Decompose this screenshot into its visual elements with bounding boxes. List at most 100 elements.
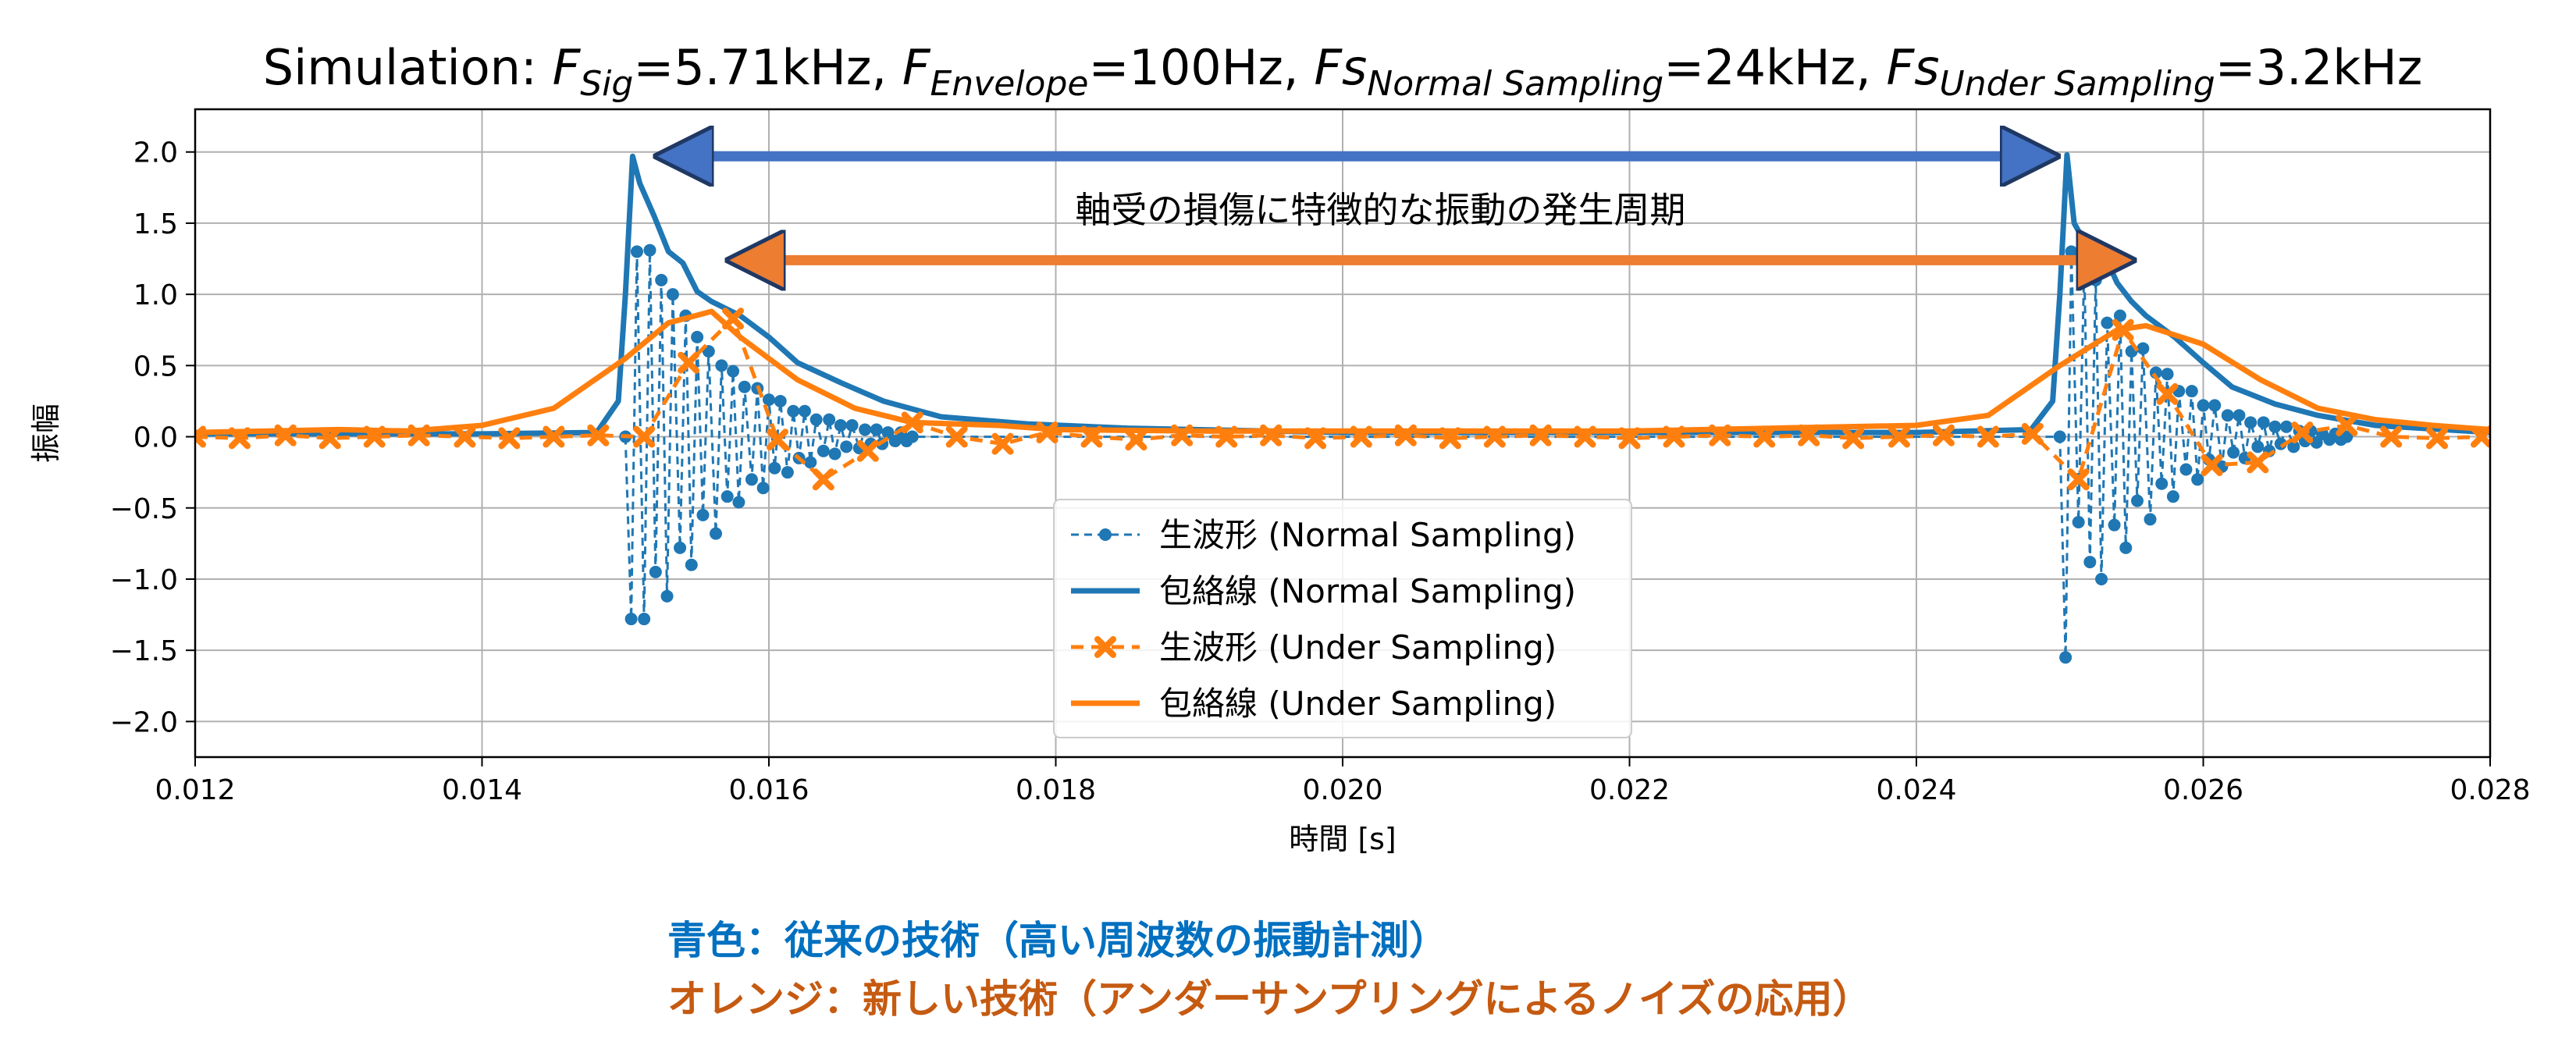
series-0-point-17 — [720, 490, 734, 503]
series-2-point-46 — [2247, 451, 2269, 474]
series-0-point-81 — [2244, 416, 2258, 429]
series-2-point-37 — [1842, 427, 1865, 450]
series-0-point-59 — [2113, 309, 2126, 322]
series-2-point-14 — [812, 468, 834, 491]
series-0-point-48 — [906, 430, 919, 443]
series-line-3 — [195, 308, 2490, 436]
series-0-point-8 — [666, 288, 679, 301]
series-0-point-18 — [727, 364, 740, 378]
series-0-point-36 — [834, 418, 847, 432]
series-0-point-4 — [643, 244, 656, 257]
x-tick-label-1: 0.014 — [442, 774, 522, 806]
series-0-point-49 — [2053, 430, 2066, 443]
series-0-point-27 — [781, 466, 794, 479]
caption-blue: 青色：従来の技術（高い周波数の振動計測） — [667, 918, 1448, 963]
series-0-point-32 — [809, 413, 823, 426]
series-0-point-25 — [768, 461, 781, 475]
series-2-point-47 — [2291, 421, 2314, 444]
series-0-point-64 — [2144, 513, 2157, 526]
series-0-point-54 — [2083, 556, 2097, 569]
title-part-6: =100Hz, — [1088, 39, 1314, 96]
legend-label-0: 生波形 (Normal Sampling) — [1159, 516, 1576, 554]
series-0-point-66 — [2155, 477, 2169, 490]
chart-title: Simulation: FSig=5.71kHz, FEnvelope=100H… — [263, 39, 2423, 104]
title-part-5: Envelope — [930, 64, 1089, 104]
caption-orange: オレンジ：新しい技術（アンダーサンプリングによるノイズの応用） — [667, 976, 1872, 1022]
series-2-point-13 — [767, 428, 789, 451]
x-tick-label-0: 0.012 — [155, 774, 235, 806]
x-tick-label-5: 0.022 — [1589, 774, 1670, 806]
series-0-point-97 — [2340, 430, 2354, 443]
series-0-point-68 — [2166, 490, 2179, 503]
chart-svg: 0.012 0.014 0.016 0.018 0.020 0.022 0.024 0.026… — [29, 39, 2531, 856]
series-0-point-79 — [2233, 409, 2246, 422]
series-0-point-24 — [763, 393, 775, 407]
series-2-point-18 — [991, 432, 1014, 455]
x-tick-label-4: 0.020 — [1302, 774, 1382, 806]
series-2-point-8 — [543, 425, 565, 448]
title-part-12: =3.2kHz — [2215, 39, 2423, 96]
series-0-point-6 — [655, 273, 668, 286]
series-0-point-38 — [845, 418, 859, 432]
series-0-point-11 — [685, 558, 698, 571]
y-tick-label-7: 1.5 — [133, 208, 178, 240]
series-0-point-1 — [624, 613, 638, 626]
series-0-point-57 — [2101, 316, 2114, 329]
series-0-point-73 — [2197, 399, 2210, 412]
series-2-point-21 — [1125, 428, 1147, 451]
series-2-point-44 — [2156, 382, 2179, 405]
series-0-point-82 — [2251, 440, 2265, 453]
title-part-9: =24kHz, — [1663, 39, 1886, 96]
y-tick-label-6: 1.0 — [133, 279, 178, 311]
series-2-point-40 — [1976, 425, 1999, 448]
series-2-point-45 — [2201, 454, 2223, 477]
title-part-8: Normal Sampling — [1367, 64, 1663, 104]
series-line-2 — [195, 315, 2482, 484]
title-part-10: Fs — [1887, 39, 1940, 96]
series-0-point-23 — [756, 482, 770, 495]
series-0-point-3 — [638, 613, 651, 626]
series-0-point-67 — [2161, 368, 2174, 381]
period-annotation-label: 軸受の損傷に特徴的な振動の発生周期 — [1075, 189, 1685, 231]
legend-marker-0 — [1099, 528, 1112, 541]
series-0-point-34 — [823, 413, 836, 426]
series-0-point-42 — [870, 423, 883, 436]
series-0-point-83 — [2257, 416, 2270, 429]
y-tick-label-4: 0.0 — [133, 422, 178, 454]
series-0-point-87 — [2280, 420, 2293, 433]
x-tick-label-7: 0.026 — [2163, 774, 2243, 806]
y-tick-label-3: −0.5 — [110, 493, 178, 525]
legend-label-1: 包絡線 (Normal Sampling) — [1159, 572, 1576, 610]
series-2-point-48 — [2336, 414, 2358, 436]
series-0-point-35 — [828, 447, 841, 460]
y-tick-label-2: −1.0 — [110, 564, 178, 596]
series-0-point-50 — [2059, 651, 2073, 664]
series-0-point-13 — [696, 508, 710, 521]
series-0-point-85 — [2268, 420, 2282, 433]
series-2-point-42 — [2067, 468, 2090, 491]
legend-box — [1053, 499, 1632, 738]
title-part-1: F — [553, 39, 582, 96]
series-0-point-70 — [2179, 463, 2193, 476]
legend-marker-2 — [1094, 636, 1116, 658]
x-tick-label-2: 0.016 — [728, 774, 809, 806]
y-tick-label-0: −2.0 — [110, 706, 178, 738]
x-tick-label-6: 0.024 — [1876, 774, 1956, 806]
series-0-point-30 — [798, 404, 811, 418]
x-tick-label-3: 0.018 — [1016, 774, 1096, 806]
x-tick-label-8: 0.028 — [2450, 774, 2530, 806]
y-tick-label-1: −1.5 — [110, 635, 178, 667]
series-2-point-3 — [318, 427, 341, 450]
series-0-point-63 — [2137, 342, 2150, 355]
legend-label-2: 生波形 (Under Sampling) — [1159, 628, 1557, 667]
series-0-point-15 — [710, 527, 723, 540]
series-0-point-37 — [840, 440, 853, 453]
plot-area — [195, 151, 2490, 664]
series-2-point-9 — [587, 424, 610, 446]
series-2-point-38 — [1888, 425, 1910, 448]
series-0-point-40 — [859, 423, 872, 436]
series-0-point-55 — [2089, 273, 2102, 286]
series-2-point-7 — [498, 427, 521, 450]
title-part-2: Sig — [580, 64, 633, 104]
